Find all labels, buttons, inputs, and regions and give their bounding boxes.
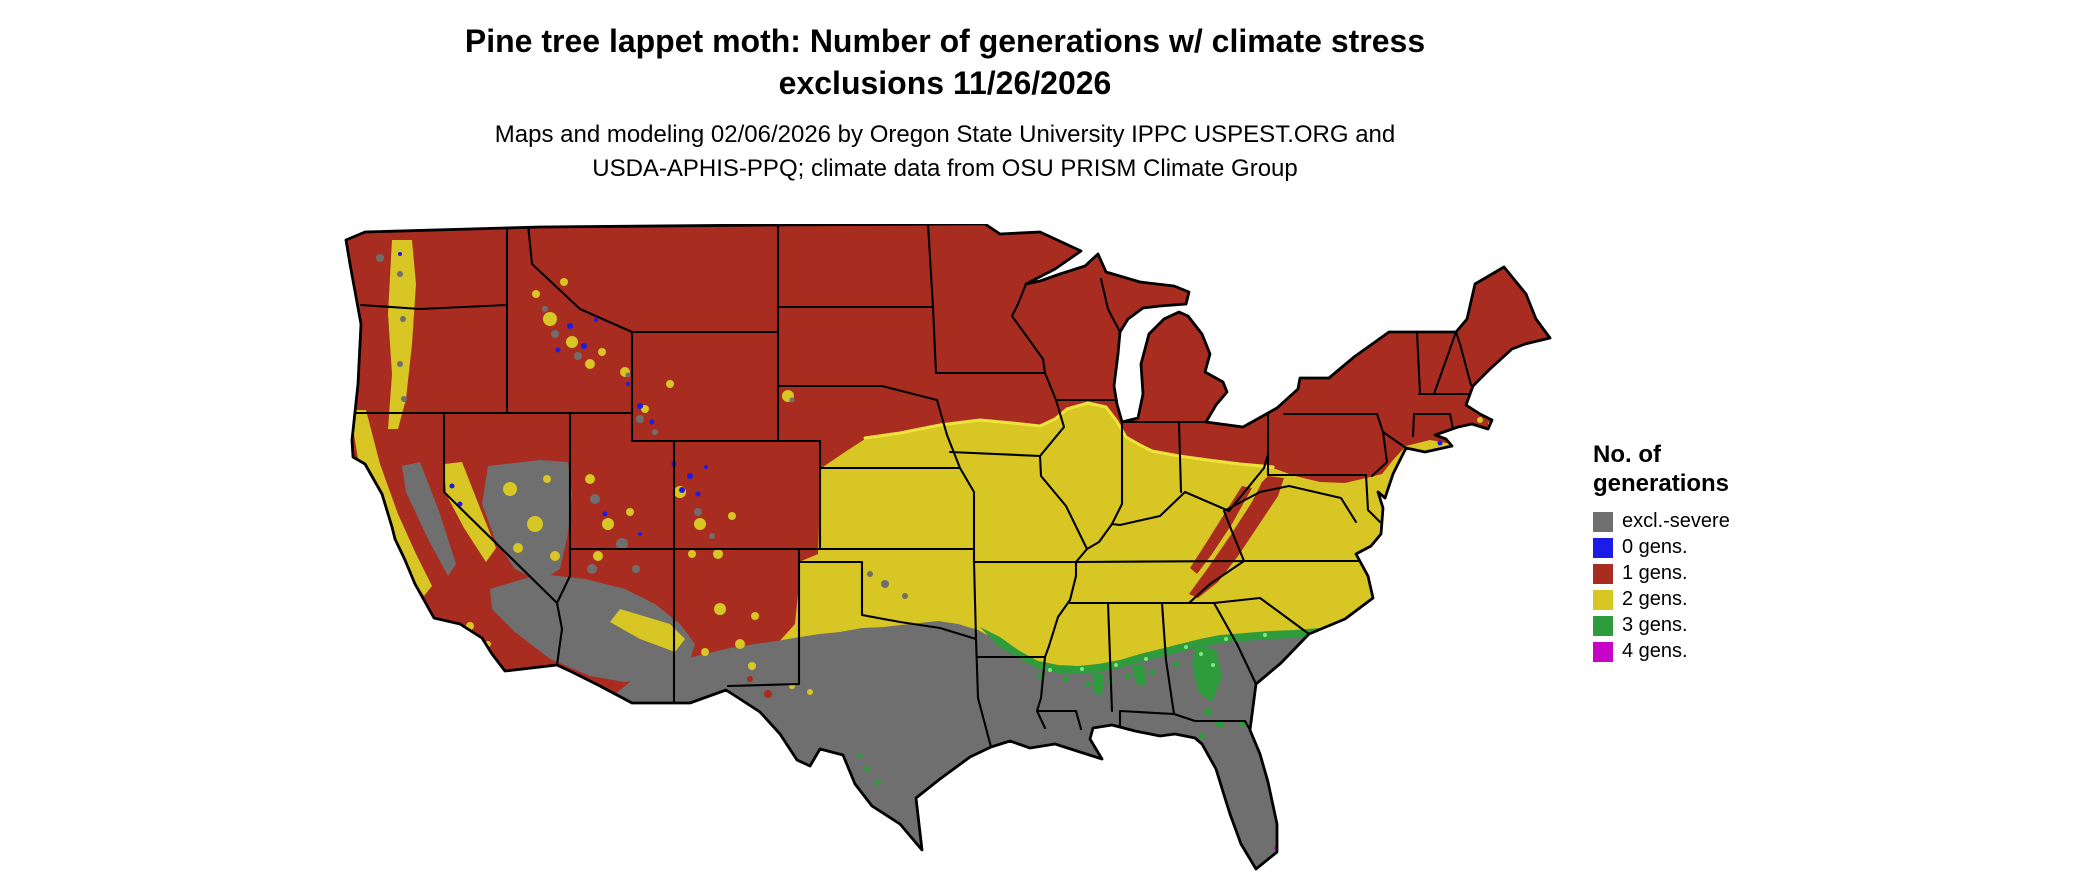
legend-label-2-gens: 2 gens. [1622,588,1688,611]
legend-label-excl-severe: excl.-severe [1622,510,1730,533]
map-region-2-gens-band [777,404,1462,673]
legend-label-4-gens: 4 gens. [1622,640,1688,663]
figure-title: Pine tree lappet moth: Number of generat… [0,20,1890,104]
legend-items: excl.-severe 0 gens. 1 gens. 2 gens. 3 g… [1593,509,1730,665]
legend-item-3-gens: 3 gens. [1593,613,1730,639]
title-line-2: exclusions 11/26/2026 [778,65,1112,102]
legend-item-2-gens: 2 gens. [1593,587,1730,613]
legend-item-4-gens: 4 gens. [1593,639,1730,665]
title-line-1: Pine tree lappet moth: Number of generat… [464,23,1426,59]
subtitle-line-2: USDA-APHIS-PPQ; climate data from OSU PR… [592,154,1298,182]
legend-label-0-gens: 0 gens. [1622,536,1688,559]
us-generations-map [344,224,1552,871]
legend-swatch-3-gens [1593,615,1613,636]
legend-label-1-gens: 1 gens. [1622,562,1688,585]
map-legend: No. of generations excl.-severe 0 gens. … [1593,440,1730,665]
legend-swatch-1-gens [1593,563,1613,584]
map-region-2-gens-west-patches [350,240,1492,695]
map-region-3-gens-bright-specks [1048,633,1267,672]
legend-title: No. of generations [1593,440,1730,499]
map-transition-fringe [863,401,1275,469]
subtitle-line-1: Maps and modeling 02/06/2026 by Oregon S… [494,121,1396,148]
legend-item-excl-severe: excl.-severe [1593,509,1730,535]
legend-swatch-excl-severe [1593,511,1613,532]
legend-title-line-2: generations [1593,470,1730,498]
map-region-1-gens-appalachia [747,476,1284,698]
legend-title-line-1: No. of [1593,441,1661,468]
legend-swatch-0-gens [1593,537,1613,558]
state-boundaries [350,224,1473,749]
legend-item-0-gens: 0 gens. [1593,535,1730,561]
legend-item-1-gens: 1 gens. [1593,561,1730,587]
legend-swatch-4-gens [1593,641,1613,662]
legend-swatch-2-gens [1593,589,1613,610]
legend-label-3-gens: 3 gens. [1622,614,1688,637]
map-region-0-gens [398,252,1443,536]
figure-subtitle: Maps and modeling 02/06/2026 by Oregon S… [0,118,1890,185]
map-region-excl-specks [376,254,908,599]
